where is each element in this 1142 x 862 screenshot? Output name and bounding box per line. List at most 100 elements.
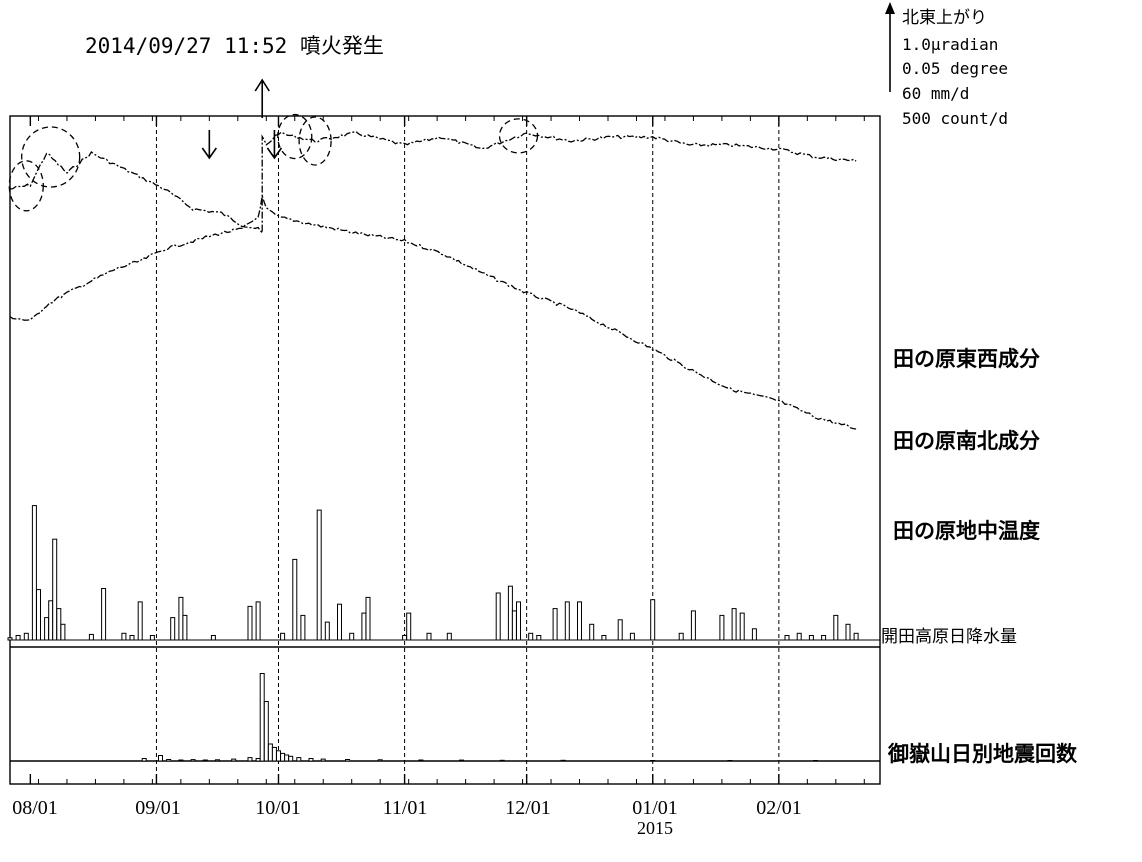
series-ns — [9, 195, 857, 430]
precip-bar — [731, 608, 737, 641]
precip-bar — [739, 612, 745, 641]
quake-bar — [418, 759, 424, 762]
precip-bar — [23, 632, 29, 641]
quake-bar — [247, 757, 253, 762]
x-tick-label-5: 01/01 — [632, 797, 678, 819]
quake-bar — [288, 755, 294, 762]
annotation-circle — [21, 126, 81, 188]
precip-bar — [280, 632, 286, 641]
quake-bar — [813, 760, 818, 762]
up-arrow-icon — [254, 78, 270, 118]
precip-bar — [36, 589, 41, 641]
x-tick-label-1: 09/01 — [135, 797, 181, 819]
precip-bar — [495, 592, 501, 641]
label-quake: 御嶽山日別地震回数 — [887, 742, 1078, 766]
quake-bar — [263, 701, 269, 762]
scale-temperature: 0.05 degree — [902, 59, 1008, 78]
precip-bar — [406, 612, 412, 641]
precip-bar — [511, 610, 517, 641]
quake-bar — [296, 757, 302, 762]
precip-bar — [629, 632, 635, 641]
precip-bar — [617, 619, 623, 641]
precip-bar — [349, 632, 355, 641]
precip-bar — [751, 628, 757, 641]
down-arrow-icon — [266, 130, 283, 160]
precip-bar — [316, 509, 322, 641]
annotation-circle — [298, 116, 332, 166]
precip-bar — [149, 635, 155, 641]
precip-bar — [44, 617, 50, 641]
annotation-circle — [8, 160, 44, 212]
quake-bar — [345, 759, 351, 762]
precip-bar — [31, 505, 37, 641]
series-ew — [9, 130, 857, 235]
annotation-circle — [498, 118, 539, 154]
precip-bar — [808, 635, 814, 641]
scale-precipitation: 60 mm/d — [902, 84, 969, 103]
quake-bar — [308, 758, 314, 762]
precip-bar — [300, 614, 306, 641]
precip-bar — [52, 538, 58, 641]
precip-bar — [446, 632, 452, 641]
precip-bar — [507, 585, 513, 641]
quake-bar — [267, 743, 273, 762]
precip-bar — [337, 603, 342, 641]
event-arrows — [201, 78, 283, 160]
precip-bar — [678, 632, 684, 641]
x-tick-label-2: 10/01 — [255, 797, 301, 819]
precip-bar — [601, 635, 607, 641]
earthquake-bars — [141, 673, 818, 762]
precip-bar — [853, 632, 859, 641]
precip-bar — [589, 623, 595, 641]
precip-bar — [324, 621, 330, 641]
annotation-circle — [277, 113, 313, 160]
precip-bar — [719, 614, 725, 641]
quake-bar — [231, 758, 237, 762]
label-temp: 田の原地中温度 — [893, 519, 1040, 543]
scale-title: 北東上がり — [902, 8, 987, 28]
quake-bar — [259, 673, 265, 762]
quake-bar — [271, 746, 277, 762]
x-tick-label-0: 08/01 — [12, 797, 58, 819]
precip-bar — [210, 635, 216, 641]
label-ns: 田の原南北成分 — [893, 429, 1040, 453]
quake-bar — [141, 758, 147, 762]
quake-bar — [178, 759, 184, 762]
precip-bar — [650, 599, 656, 641]
quake-bar — [280, 752, 286, 762]
quake-bar — [320, 758, 326, 762]
precip-bar — [292, 558, 298, 641]
precip-bar — [247, 605, 253, 641]
scale-earthquakes: 500 count/d — [902, 109, 1008, 128]
precip-bar — [784, 635, 790, 641]
precip-bar — [137, 601, 143, 641]
precip-bar — [361, 612, 367, 641]
precip-bar — [60, 623, 66, 641]
scale-tilt: 1.0μradian — [902, 35, 998, 54]
month-gridlines — [155, 116, 780, 784]
x-tick-label-3: 11/01 — [383, 797, 428, 819]
precip-bar — [426, 632, 432, 641]
quake-bar — [377, 759, 383, 762]
quake-bar — [499, 759, 505, 762]
down-arrow-icon — [201, 130, 217, 160]
precip-bar — [255, 601, 261, 641]
precip-bar — [564, 601, 570, 641]
scale-arrowhead — [885, 2, 895, 14]
precip-bar — [170, 617, 176, 641]
precip-bar — [48, 600, 54, 641]
quake-bar — [284, 754, 290, 762]
x-axis-labels: 08/01 09/01 10/01 11/01 12/01 01/01 02/0… — [12, 797, 802, 838]
precip-bar — [88, 633, 94, 641]
precip-bar — [516, 601, 521, 641]
quake-bar — [727, 760, 733, 762]
quake-bar — [202, 759, 208, 762]
quake-bar — [255, 758, 261, 762]
x-tick-label-4: 12/01 — [505, 797, 551, 819]
precip-bar — [7, 637, 13, 641]
precip-bar — [528, 632, 534, 641]
quake-bar — [190, 759, 196, 762]
quake-bar — [560, 759, 566, 762]
scale-legend: 北東上がり 1.0μradian 0.05 degree 60 mm/d 500… — [885, 2, 1008, 128]
